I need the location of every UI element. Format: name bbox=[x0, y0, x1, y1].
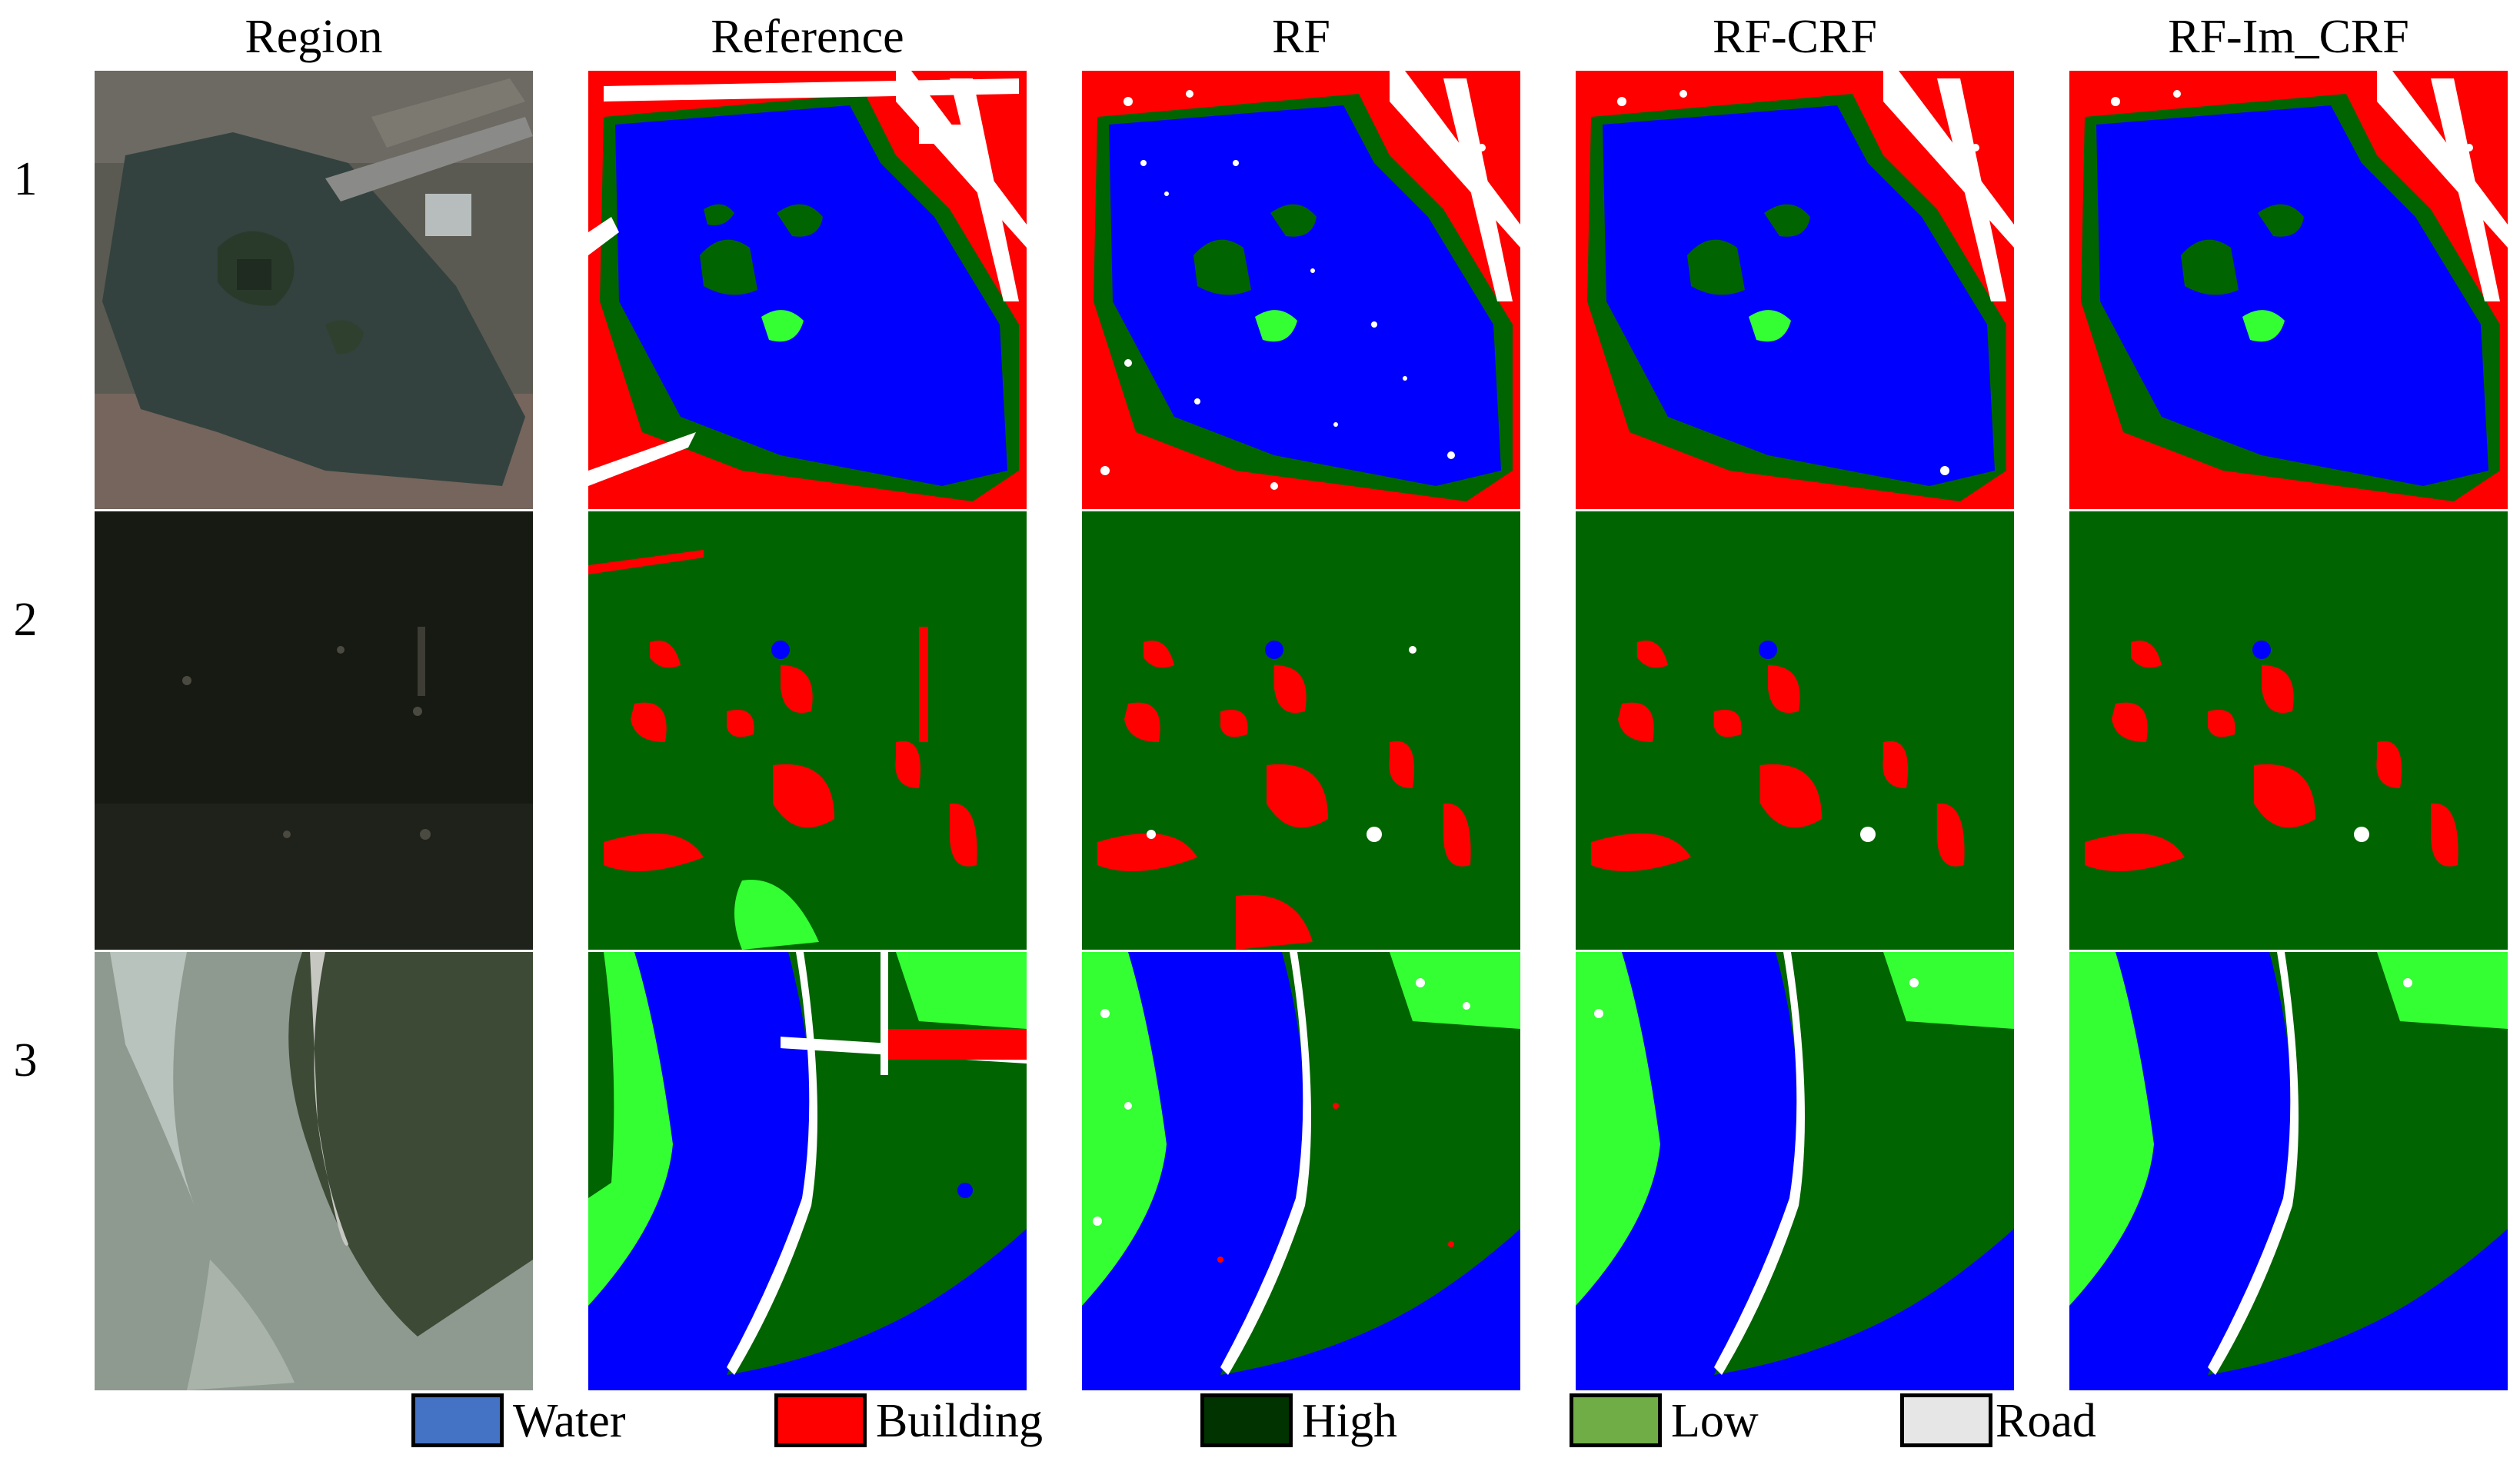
region-image-3 bbox=[95, 952, 533, 1390]
legend-swatch-water bbox=[411, 1393, 504, 1447]
legend-swatch-building bbox=[774, 1393, 867, 1447]
reference-map-2 bbox=[588, 511, 1027, 950]
rf-map-1 bbox=[1082, 71, 1520, 509]
legend-label-building: Building bbox=[876, 1395, 1044, 1447]
legend-swatch-high bbox=[1200, 1393, 1293, 1447]
region-image-1 bbox=[95, 71, 533, 509]
column-title-region: Region bbox=[245, 11, 383, 63]
row-label-3: 3 bbox=[13, 1034, 38, 1087]
rf-crf-map-3 bbox=[1576, 952, 2014, 1390]
legend-swatch-road bbox=[1900, 1393, 1992, 1447]
row-label-1: 1 bbox=[13, 153, 38, 205]
rf-map-3 bbox=[1082, 952, 1520, 1390]
column-title-rf-im-crf: RF-Im_CRF bbox=[2168, 11, 2409, 63]
reference-map-1 bbox=[588, 71, 1027, 509]
legend-label-low: Low bbox=[1671, 1395, 1759, 1447]
column-title-reference: Reference bbox=[711, 11, 904, 63]
legend-label-water: Water bbox=[513, 1395, 626, 1447]
rf-crf-map-2 bbox=[1576, 511, 2014, 950]
region-image-2 bbox=[95, 511, 533, 950]
rf-map-2 bbox=[1082, 511, 1520, 950]
row-label-2: 2 bbox=[13, 594, 38, 646]
rf-im-crf-map-3 bbox=[2069, 952, 2508, 1390]
legend-swatch-low bbox=[1570, 1393, 1662, 1447]
rf-crf-map-1 bbox=[1576, 71, 2014, 509]
reference-map-3 bbox=[588, 952, 1027, 1390]
rf-im-crf-map-2 bbox=[2069, 511, 2508, 950]
column-title-rf-crf: RF-CRF bbox=[1713, 11, 1877, 63]
column-title-rf: RF bbox=[1272, 11, 1330, 63]
legend-label-high: High bbox=[1302, 1395, 1397, 1447]
rf-im-crf-map-1 bbox=[2069, 71, 2508, 509]
legend-label-road: Road bbox=[1996, 1395, 2096, 1447]
